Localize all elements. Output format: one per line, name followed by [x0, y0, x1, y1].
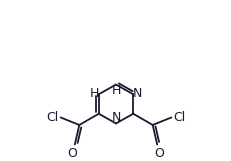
Text: H: H	[89, 87, 98, 100]
Text: Cl: Cl	[173, 111, 185, 124]
Text: N: N	[133, 87, 142, 100]
Text: H: H	[111, 84, 120, 97]
Text: O: O	[67, 147, 77, 160]
Text: O: O	[154, 147, 164, 160]
Text: Cl: Cl	[46, 111, 58, 124]
Text: N: N	[111, 111, 120, 124]
